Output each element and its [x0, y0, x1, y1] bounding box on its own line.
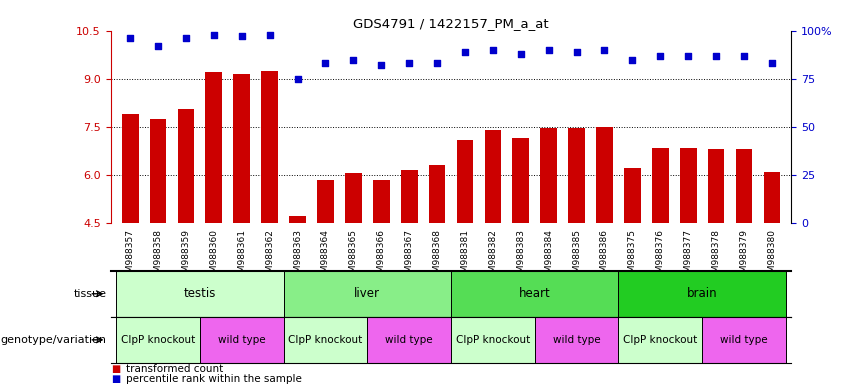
- Bar: [283, 271, 451, 317]
- Bar: [619, 271, 785, 317]
- Bar: [122, 114, 139, 223]
- Text: wild type: wild type: [553, 335, 601, 345]
- Bar: [368, 317, 451, 363]
- Point: [458, 49, 471, 55]
- Bar: [568, 128, 585, 223]
- Bar: [261, 71, 278, 223]
- Point: [597, 47, 611, 53]
- Point: [514, 51, 528, 57]
- Bar: [117, 317, 200, 363]
- Text: percentile rank within the sample: percentile rank within the sample: [126, 374, 302, 384]
- Bar: [540, 128, 557, 223]
- Bar: [680, 147, 697, 223]
- Point: [235, 33, 248, 40]
- Point: [346, 56, 360, 63]
- Point: [180, 35, 193, 41]
- Text: ■: ■: [111, 364, 120, 374]
- Point: [263, 31, 277, 38]
- Bar: [317, 180, 334, 223]
- Text: liver: liver: [354, 287, 380, 300]
- Point: [765, 60, 779, 66]
- Text: ClpP knockout: ClpP knockout: [288, 335, 363, 345]
- Bar: [512, 138, 529, 223]
- Bar: [451, 317, 534, 363]
- Bar: [283, 317, 368, 363]
- Text: heart: heart: [519, 287, 551, 300]
- Text: wild type: wild type: [218, 335, 266, 345]
- Point: [123, 35, 137, 41]
- Bar: [457, 139, 473, 223]
- Bar: [233, 74, 250, 223]
- Text: ClpP knockout: ClpP knockout: [121, 335, 195, 345]
- Point: [542, 47, 556, 53]
- Bar: [624, 168, 641, 223]
- Point: [318, 60, 332, 66]
- Bar: [401, 170, 418, 223]
- Title: GDS4791 / 1422157_PM_a_at: GDS4791 / 1422157_PM_a_at: [353, 17, 549, 30]
- Bar: [652, 147, 669, 223]
- Bar: [619, 317, 702, 363]
- Bar: [708, 149, 724, 223]
- Bar: [289, 216, 306, 223]
- Bar: [117, 271, 283, 317]
- Point: [151, 43, 165, 49]
- Point: [291, 76, 305, 82]
- Point: [403, 60, 416, 66]
- Point: [207, 31, 220, 38]
- Bar: [373, 180, 390, 223]
- Bar: [596, 127, 613, 223]
- Bar: [702, 317, 785, 363]
- Point: [709, 53, 722, 59]
- Text: wild type: wild type: [720, 335, 768, 345]
- Text: ClpP knockout: ClpP knockout: [456, 335, 530, 345]
- Bar: [534, 317, 619, 363]
- Text: wild type: wild type: [386, 335, 433, 345]
- Bar: [178, 109, 194, 223]
- Text: ■: ■: [111, 374, 120, 384]
- Bar: [429, 165, 445, 223]
- Point: [682, 53, 695, 59]
- Bar: [763, 172, 780, 223]
- Point: [570, 49, 584, 55]
- Bar: [451, 271, 619, 317]
- Bar: [484, 130, 501, 223]
- Bar: [345, 173, 362, 223]
- Point: [737, 53, 751, 59]
- Text: transformed count: transformed count: [126, 364, 223, 374]
- Point: [654, 53, 667, 59]
- Bar: [200, 317, 283, 363]
- Point: [374, 62, 388, 68]
- Point: [431, 60, 444, 66]
- Bar: [205, 72, 222, 223]
- Point: [486, 47, 500, 53]
- Bar: [735, 149, 752, 223]
- Text: ClpP knockout: ClpP knockout: [623, 335, 698, 345]
- Text: testis: testis: [184, 287, 216, 300]
- Text: tissue: tissue: [73, 289, 106, 299]
- Point: [625, 56, 639, 63]
- Text: genotype/variation: genotype/variation: [0, 335, 106, 345]
- Text: brain: brain: [687, 287, 717, 300]
- Bar: [150, 119, 167, 223]
